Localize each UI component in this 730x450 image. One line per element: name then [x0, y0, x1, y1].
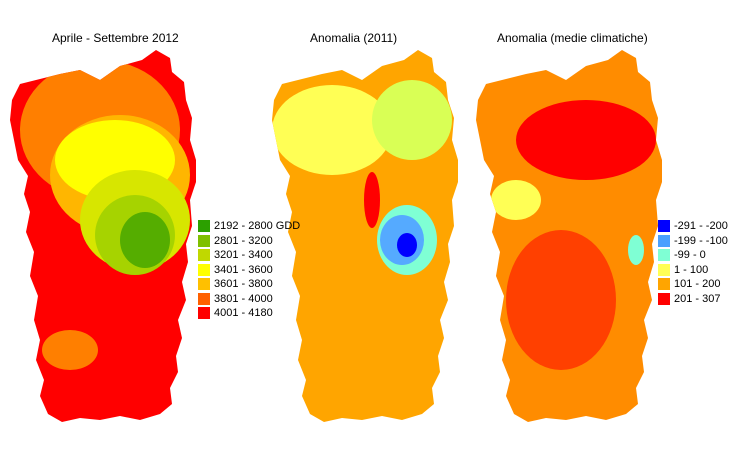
- legend-swatch: [658, 292, 670, 305]
- legend-item: -99 - 0: [658, 248, 728, 263]
- legend-label: 3601 - 3800: [214, 278, 273, 291]
- legend-item: 201 - 307: [658, 292, 728, 307]
- map-anomaly-climate: [476, 50, 662, 422]
- zone-1: [516, 100, 656, 180]
- legend-label: 201 - 307: [674, 292, 721, 305]
- legend-label: 4001 - 4180: [214, 307, 273, 320]
- legend-anomaly: -291 - -200 -199 - -100 -99 - 0 1 - 100 …: [658, 219, 728, 306]
- legend-swatch: [658, 263, 670, 276]
- legend-swatch: [658, 220, 670, 233]
- map-title-anomaly-2011: Anomalia (2011): [310, 31, 398, 45]
- legend-label: -99 - 0: [674, 249, 706, 262]
- legend-item: 3401 - 3600: [198, 263, 300, 278]
- zone-3: [491, 180, 541, 220]
- legend-item: 3801 - 4000: [198, 292, 300, 307]
- zone-5: [397, 233, 417, 257]
- legend-label: -199 - -100: [674, 234, 728, 247]
- zone-1: [272, 85, 392, 175]
- anomaly-climate-zones: [491, 100, 656, 370]
- legend-label: 3201 - 3400: [214, 249, 273, 262]
- legend-swatch: [198, 234, 210, 247]
- map-anomaly-2011: [272, 50, 458, 422]
- legend-swatch: [658, 278, 670, 291]
- legend-label: 2192 - 2800 GDD: [214, 220, 301, 233]
- legend-label: -291 - -200: [674, 220, 728, 233]
- legend-swatch: [198, 263, 210, 276]
- legend-swatch: [198, 292, 210, 305]
- legend-label: 3401 - 3600: [214, 263, 273, 276]
- legend-label: 101 - 200: [674, 278, 721, 291]
- legend-item: 2192 - 2800 GDD: [198, 219, 300, 234]
- gdd-zones: [20, 60, 190, 370]
- legend-swatch: [198, 220, 210, 233]
- anomaly-2011-zones: [272, 80, 452, 275]
- legend-label: 1 - 100: [674, 263, 709, 276]
- zone-6: [364, 172, 380, 228]
- legend-label: 3801 - 4000: [214, 292, 273, 305]
- zone-4: [628, 235, 644, 265]
- legend-swatch: [198, 278, 210, 291]
- legend-swatch: [198, 249, 210, 262]
- legend-item: 2801 - 3200: [198, 234, 300, 249]
- legend-swatch: [658, 249, 670, 262]
- map-gdd-2012: [10, 50, 196, 422]
- legend-item: 3201 - 3400: [198, 248, 300, 263]
- map-title-anomaly-climate: Anomalia (medie climatiche): [497, 31, 648, 45]
- map-title-gdd: Aprile - Settembre 2012: [52, 31, 179, 45]
- legend-swatch: [658, 234, 670, 247]
- zone-7: [42, 330, 98, 370]
- zone-6: [120, 212, 170, 268]
- legend-item: 3601 - 3800: [198, 277, 300, 292]
- legend-label: 2801 - 3200: [214, 234, 273, 247]
- zone-2: [372, 80, 452, 160]
- legend-gdd: 2192 - 2800 GDD 2801 - 3200 3201 - 3400 …: [198, 219, 300, 321]
- legend-item: 101 - 200: [658, 277, 728, 292]
- legend-swatch: [198, 307, 210, 320]
- legend-item: -199 - -100: [658, 234, 728, 249]
- legend-item: 1 - 100: [658, 263, 728, 278]
- zone-2: [506, 230, 616, 370]
- legend-item: -291 - -200: [658, 219, 728, 234]
- legend-item: 4001 - 4180: [198, 306, 300, 321]
